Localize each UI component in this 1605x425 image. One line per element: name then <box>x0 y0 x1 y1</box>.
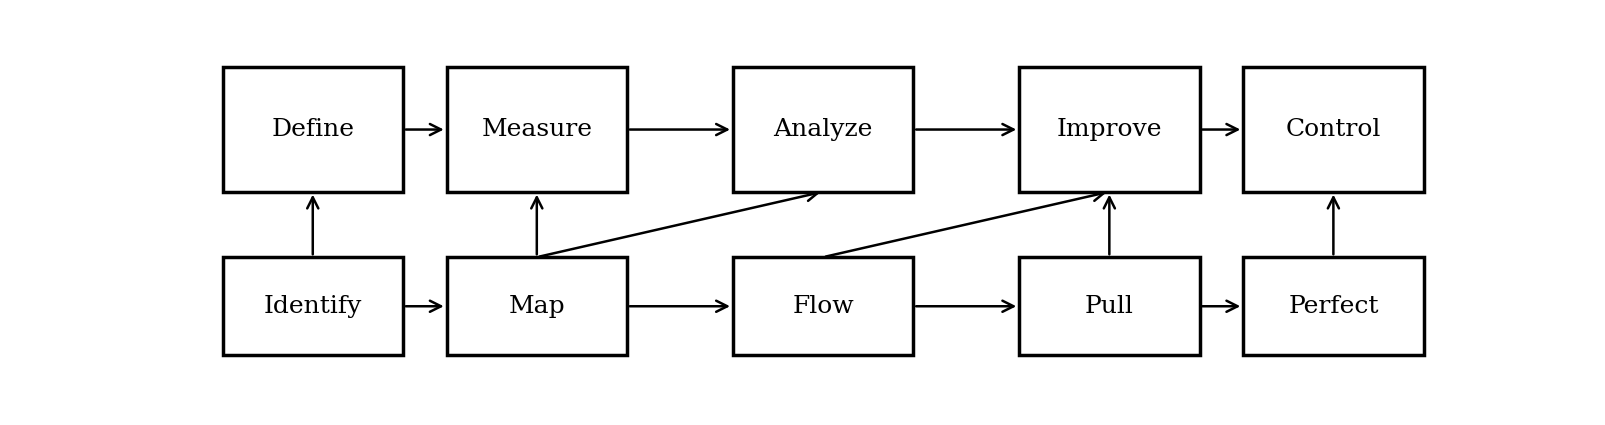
FancyBboxPatch shape <box>446 67 626 192</box>
Text: Control: Control <box>1286 118 1380 141</box>
Text: Analyze: Analyze <box>774 118 872 141</box>
FancyBboxPatch shape <box>1019 257 1199 355</box>
FancyBboxPatch shape <box>223 257 403 355</box>
Text: Measure: Measure <box>482 118 592 141</box>
FancyBboxPatch shape <box>732 257 913 355</box>
FancyBboxPatch shape <box>446 257 626 355</box>
FancyBboxPatch shape <box>1019 67 1199 192</box>
FancyBboxPatch shape <box>1242 67 1422 192</box>
FancyBboxPatch shape <box>223 67 403 192</box>
Text: Identify: Identify <box>263 295 361 318</box>
Text: Improve: Improve <box>1056 118 1162 141</box>
Text: Perfect: Perfect <box>1287 295 1377 318</box>
Text: Flow: Flow <box>791 295 854 318</box>
FancyBboxPatch shape <box>732 67 913 192</box>
Text: Pull: Pull <box>1085 295 1133 318</box>
Text: Define: Define <box>271 118 355 141</box>
Text: Map: Map <box>509 295 565 318</box>
FancyBboxPatch shape <box>1242 257 1422 355</box>
